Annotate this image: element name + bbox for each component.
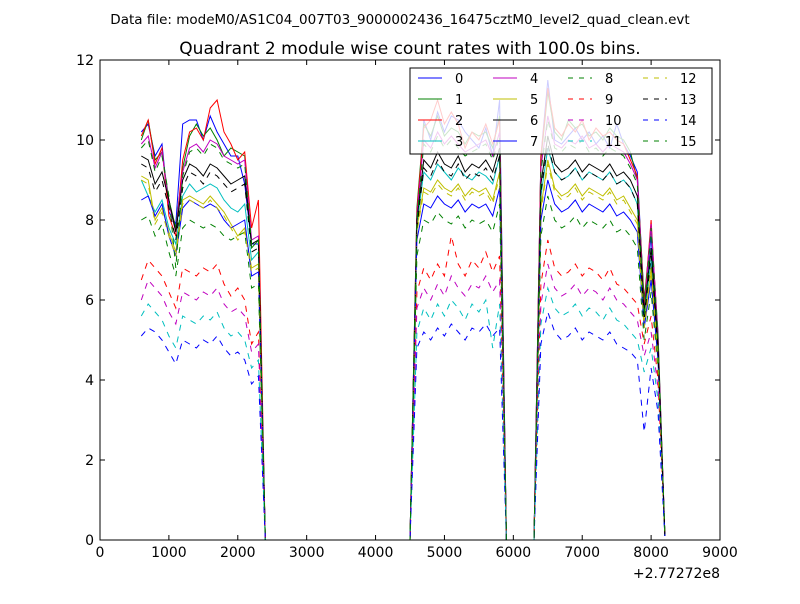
x-tick-label: 1000 xyxy=(151,545,187,561)
y-tick-label: 2 xyxy=(85,453,94,469)
legend-label-7: 7 xyxy=(530,135,538,150)
figure-suptitle: Data file: modeM0/AS1C04_007T03_90000024… xyxy=(110,12,689,28)
x-tick-label: 2000 xyxy=(220,545,256,561)
plot-area-frame xyxy=(99,59,721,541)
legend-label-13: 13 xyxy=(680,93,697,108)
legend-label-11: 11 xyxy=(605,135,622,150)
legend-label-9: 9 xyxy=(605,93,613,108)
legend-label-0: 0 xyxy=(455,72,463,87)
series-line-10 xyxy=(140,263,666,541)
series-line-15 xyxy=(140,119,666,541)
legend-label-10: 10 xyxy=(605,114,622,129)
y-tick-label: 12 xyxy=(76,53,94,69)
x-tick-label: 8000 xyxy=(633,545,669,561)
series-line-8 xyxy=(141,195,666,541)
series-line-12 xyxy=(141,163,666,541)
y-tick-label: 0 xyxy=(85,533,94,549)
legend-label-1: 1 xyxy=(455,93,463,108)
series-line-13 xyxy=(141,143,666,541)
legend-label-15: 15 xyxy=(680,135,697,150)
legend-label-3: 3 xyxy=(455,135,463,150)
series-line-6 xyxy=(141,135,666,541)
series-line-14 xyxy=(140,310,666,541)
legend-label-6: 6 xyxy=(530,114,538,129)
legend-label-12: 12 xyxy=(680,72,697,87)
x-tick-label: 4000 xyxy=(358,545,394,561)
y-tick-label: 8 xyxy=(85,213,94,229)
chart-title: Quadrant 2 module wise count rates with … xyxy=(179,39,640,59)
series-line-11 xyxy=(140,286,666,541)
legend-label-14: 14 xyxy=(680,114,697,129)
series-line-2 xyxy=(140,87,666,541)
series-line-5 xyxy=(141,159,666,541)
legend-box xyxy=(409,67,713,155)
y-tick-label: 6 xyxy=(85,293,94,309)
series-line-9 xyxy=(140,235,666,541)
y-tick-label: 4 xyxy=(85,373,94,389)
series-line-1 xyxy=(140,91,666,541)
x-tick-label: 0 xyxy=(96,545,105,561)
x-tick-label: 7000 xyxy=(564,545,600,561)
x-tick-label: 6000 xyxy=(496,545,532,561)
x-tick-label: 3000 xyxy=(289,545,325,561)
axis-ticks: 0 1000 2000 3000 4000 5000 6000 7000 8000 9000 0 2 4… xyxy=(76,53,738,561)
series-line-4 xyxy=(140,115,666,541)
x-offset-label: +2.77272e8 xyxy=(633,566,720,582)
y-tick-label: 10 xyxy=(76,133,94,149)
series-line-7 xyxy=(141,179,666,541)
x-tick-label: 5000 xyxy=(427,545,463,561)
legend-label-2: 2 xyxy=(455,114,463,129)
legend-label-4: 4 xyxy=(530,72,538,87)
x-tick-label: 9000 xyxy=(702,545,738,561)
legend-label-8: 8 xyxy=(605,72,613,87)
legend-label-5: 5 xyxy=(530,93,538,108)
